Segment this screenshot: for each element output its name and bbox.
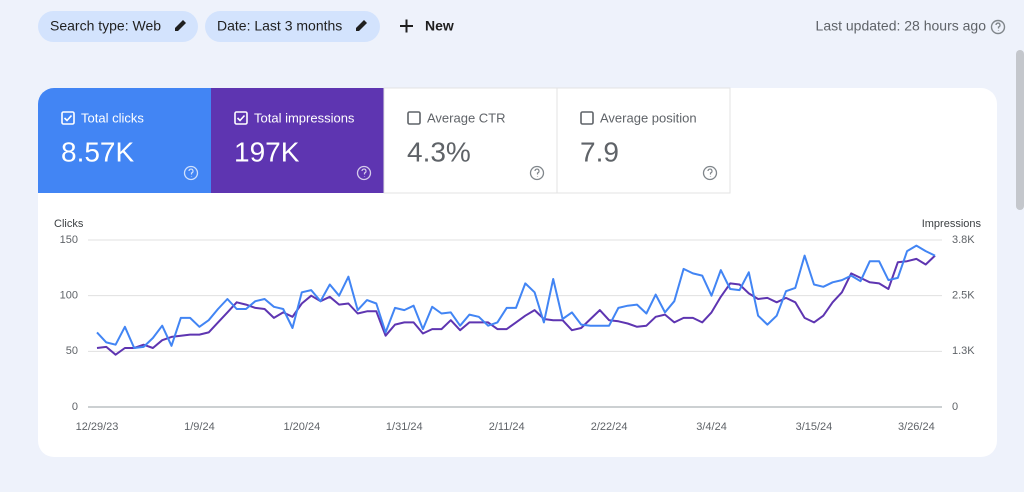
edit-icon: [175, 20, 186, 31]
y2-tick-label: 1.3K: [952, 345, 975, 357]
chip-label: Date: Last 3 months: [217, 18, 342, 34]
help-circle: [702, 165, 718, 181]
y-tick-label: 100: [60, 290, 78, 302]
y-tick-label: 150: [60, 234, 78, 246]
metric-label: Total impressions: [254, 110, 355, 125]
x-tick-label: 3/4/24: [696, 421, 727, 433]
help-mark: [995, 22, 1001, 31]
plus-icon: [400, 19, 413, 33]
metric-label: Average position: [600, 110, 697, 125]
metric-tile[interactable]: Total clicks 8.57K: [38, 88, 211, 193]
checkbox: [61, 111, 75, 125]
chart: Clicks Impressions 0 50 100 150 0 1.3K 2.5K 3.8K 1…: [54, 218, 982, 433]
tile-bg: [38, 88, 211, 193]
help-mark: [707, 168, 713, 177]
help-mark: [188, 168, 194, 177]
metric-label: Average CTR: [427, 110, 506, 125]
help-circle: [529, 165, 545, 181]
edit-icon: [356, 20, 367, 31]
series-line: [96, 254, 936, 356]
x-tick-label: 2/11/24: [489, 421, 525, 433]
y-axis-title: Clicks: [54, 218, 84, 230]
help-circle: [990, 19, 1006, 35]
x-tick-label: 1/31/24: [386, 421, 423, 433]
metric-value: 4.3%: [407, 136, 471, 167]
x-tick-label: 1/20/24: [283, 421, 320, 433]
checkbox: [234, 111, 248, 125]
scrollbar[interactable]: [1016, 50, 1024, 210]
checkbox: [580, 111, 594, 125]
tile-bg: [383, 87, 558, 194]
tile-bg: [211, 88, 384, 193]
y2-tick-label: 3.8K: [952, 234, 975, 246]
checkbox: [407, 111, 421, 125]
metric-tiles: Total clicks 8.57K Total impressions 197K Av…: [38, 87, 731, 194]
help-icon[interactable]: [990, 19, 1006, 35]
tile-bg: [556, 87, 731, 194]
x-tick-label: 3/26/24: [898, 421, 935, 433]
y-tick-label: 50: [66, 345, 78, 357]
x-tick-label: 2/22/24: [591, 421, 628, 433]
help-circle: [183, 165, 199, 181]
metric-label: Total clicks: [81, 110, 144, 125]
date-chip[interactable]: Date: Last 3 months: [205, 11, 380, 42]
metric-tile[interactable]: Average position 7.9: [556, 87, 731, 194]
chip-bg: [38, 11, 198, 42]
metric-tile[interactable]: Total impressions 197K: [211, 88, 384, 193]
chip-bg: [205, 11, 380, 42]
last-updated: Last updated: 28 hours ago: [816, 18, 987, 34]
metric-value: 7.9: [580, 136, 619, 167]
y-tick-label: 0: [72, 401, 78, 413]
metric-value: 8.57K: [61, 136, 134, 167]
metric-value: 197K: [234, 136, 300, 167]
x-tick-label: 3/15/24: [796, 421, 833, 433]
chip-label: Search type: Web: [50, 18, 161, 34]
y2-tick-label: 2.5K: [952, 290, 975, 302]
search-type-chip[interactable]: Search type: Web: [38, 11, 198, 42]
new-button[interactable]: New: [400, 18, 454, 34]
help-mark: [534, 168, 540, 177]
series-line: [96, 244, 936, 349]
y2-tick-label: 0: [952, 401, 958, 413]
x-tick-label: 12/29/23: [76, 421, 119, 433]
help-mark: [361, 168, 367, 177]
checkmark: [63, 114, 73, 122]
metric-tile[interactable]: Average CTR 4.3%: [383, 87, 558, 194]
checkmark: [236, 114, 246, 122]
y2-axis-title: Impressions: [922, 218, 982, 230]
x-tick-label: 1/9/24: [184, 421, 215, 433]
help-circle: [356, 165, 372, 181]
new-label: New: [425, 18, 454, 34]
